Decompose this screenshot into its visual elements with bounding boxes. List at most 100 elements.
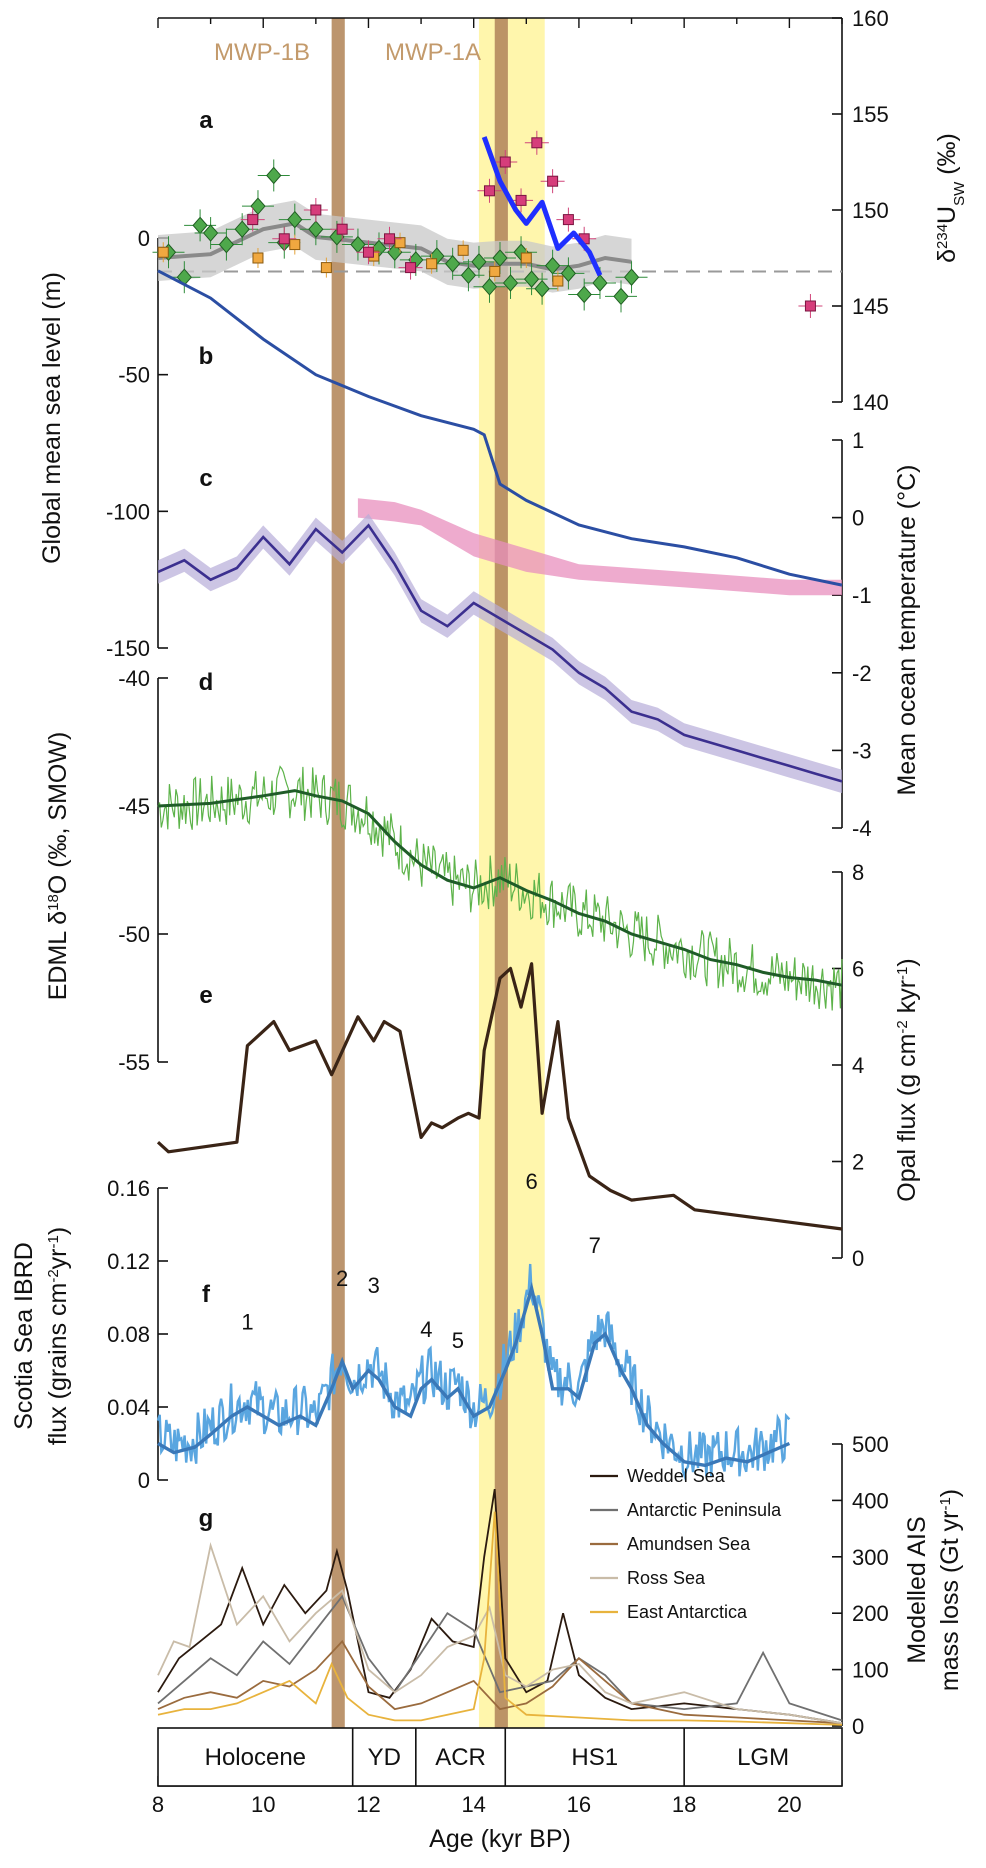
legend-label: Antarctic Peninsula [627,1500,782,1520]
ocean-temp-line [157,523,843,783]
ais-series-amundsen-sea [157,1639,843,1725]
ibrd-raw-line [156,1263,791,1481]
edml-axis-tick-label: -40 [118,666,150,691]
opal-axis-tick-label: 0 [852,1246,864,1271]
ais-series-antarctic-peninsula [157,1594,843,1722]
ais-axis-tick-label: 400 [852,1488,889,1513]
pink-point [804,300,816,312]
pink-point [278,233,290,245]
ibrd-peak-label-7: 7 [589,1233,601,1258]
legend-label: Amundsen Sea [627,1534,751,1554]
sea-level-line [157,269,843,587]
orange-point [426,258,438,270]
ocean-temp-axis-tick-label: 0 [852,506,864,531]
pink-point [499,156,511,168]
stage-label-lgm: LGM [737,1744,789,1771]
opal-axis-label-part: kyr [893,980,921,1020]
pink-point [515,194,527,206]
sea-level-axis-tick-label: -50 [118,363,150,388]
ocean-temp-axis-tick-label: -3 [852,738,872,763]
panel-letter-f: f [202,1281,211,1308]
ais-series-weddel-sea [157,1488,843,1725]
x-tick-label: 16 [567,1792,591,1817]
ibrd-peak-label-3: 3 [368,1273,380,1298]
x-tick-label: 18 [672,1792,696,1817]
edml-axis-tick-label: -55 [118,1050,150,1075]
ais-series-east-antarctica [157,1511,843,1726]
pink-point [384,233,396,245]
ais-axis-tick-label: 500 [852,1432,889,1457]
ais-axis-tick-label: 0 [852,1714,864,1739]
x-tick-label: 8 [152,1792,164,1817]
green-point [266,166,282,185]
ibrd-axis-tick-label: 0.04 [107,1395,150,1420]
ibrd-peak-label-4: 4 [420,1317,432,1342]
ais-axis-label-line2: mass loss (Gt yr-1) [936,1489,964,1691]
ocean-temp-axis-tick-label: 1 [852,428,864,453]
x-tick-label: 14 [461,1792,485,1817]
green-point [308,220,324,238]
usw-axis-label-part: δ [933,249,961,263]
sea-level-axis-label-part: Global mean sea level (m) [38,272,66,564]
ocean-temp-axis-tick-label: -2 [852,661,872,686]
usw-axis-tick-label: 150 [852,198,889,223]
opal-axis-label-part: ) [893,958,921,966]
orange-point [520,252,532,264]
ais-axis-label-line1: Modelled AIS [903,1516,931,1663]
edml-smoothed-line [157,789,843,987]
edml-raw-line [157,765,843,1011]
stage-strip [157,1727,843,1787]
usw-axis-tick-label: 145 [852,294,889,319]
ibrd-peak-label-5: 5 [452,1328,464,1353]
ibrd-axis-label-line1-part: Scotia Sea IBRD [10,1242,38,1430]
green-point [218,235,235,254]
ocean-temp-axis-tick-label: -4 [852,816,872,841]
usw-axis-label-part: U [933,206,961,224]
pink-point [483,185,495,197]
green-point [523,270,540,288]
pink-point [247,214,259,226]
pink-point [562,214,574,226]
orange-point [320,262,332,274]
ibrd-axis-tick-label: 0 [138,1468,150,1493]
pink-point [310,204,322,216]
opal-axis-tick-label: 8 [852,860,864,885]
green-point [287,210,303,229]
ibrd-smoothed-line [157,1281,791,1468]
ocean-temp-axis-tick-label: -1 [852,583,872,608]
ocean-temp-band [158,513,842,794]
ibrd-axis-tick-label: 0.16 [107,1176,150,1201]
ocean-temp-axis-label: Mean ocean temperature (°C) [893,465,921,796]
panel-letter-c: c [199,465,212,492]
opal-axis-label-part: -1 [894,967,911,980]
panel-letter-b: b [199,343,214,370]
green-point [471,253,487,271]
x-tick-label: 20 [777,1792,801,1817]
ibrd-axis-label-line2-part: -1 [45,1235,62,1248]
orange-point [552,275,564,287]
stage-label-holocene: Holocene [205,1744,306,1771]
edml-axis-tick-label: -45 [118,794,150,819]
sea-level-axis-label: Global mean sea level (m) [38,272,66,564]
event-label-mwp-1a: MWP-1A [385,39,481,66]
opal-axis-tick-label: 6 [852,957,864,982]
green-point [592,274,608,292]
usw-axis-tick-label: 160 [852,6,889,31]
ais-axis-tick-label: 200 [852,1601,889,1626]
x-tick-label: 12 [356,1792,380,1817]
legend-label: East Antarctica [627,1602,748,1622]
ibrd-peak-label-1: 1 [241,1310,253,1335]
edml-axis-label-part: 18 [45,894,62,911]
x-tick-label: 10 [251,1792,275,1817]
usw-axis-tick-label: 140 [852,390,889,415]
edml-axis-label: EDML δ18O (‰, SMOW) [44,732,72,1001]
usw-blue-trend [481,136,603,277]
green-point [613,287,629,306]
green-point [202,224,219,242]
ais-axis-tick-label: 100 [852,1658,889,1683]
panel-letter-e: e [199,982,212,1009]
event-label-mwp-1b: MWP-1B [214,39,310,66]
opal-flux-line [156,962,843,1231]
green-point [387,243,403,261]
stage-label-yd: YD [368,1744,401,1771]
